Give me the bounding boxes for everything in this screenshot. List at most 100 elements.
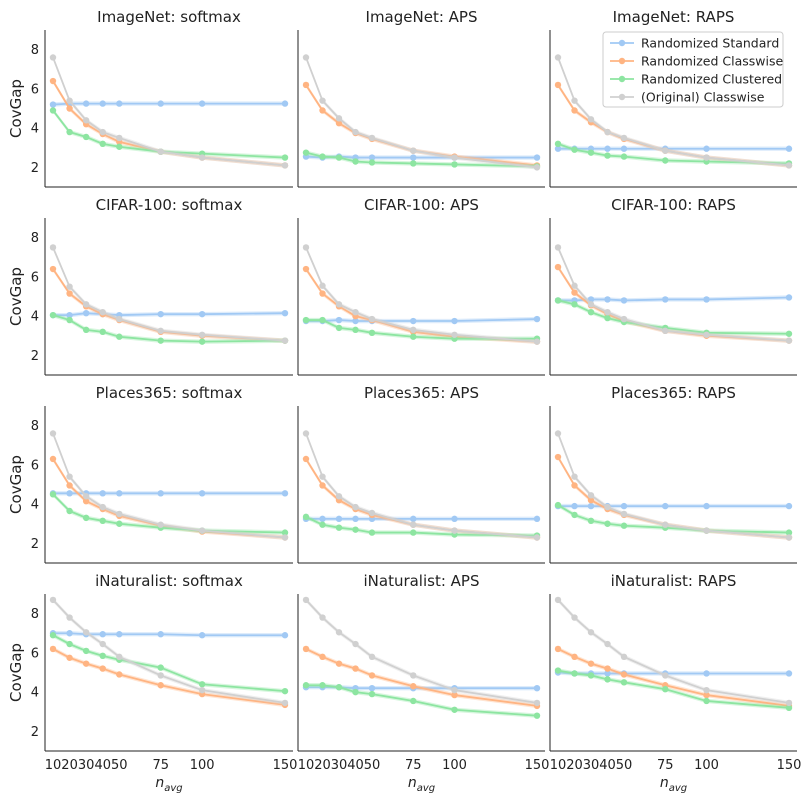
y-tick-label: 2: [31, 349, 39, 364]
data-point: [604, 152, 611, 159]
data-point: [703, 697, 710, 705]
x-tick-label: 75: [657, 758, 674, 773]
series-line: [557, 599, 790, 704]
data-point: [302, 54, 310, 61]
data-point: [99, 128, 106, 136]
data-point: [785, 162, 793, 169]
data-point: [335, 154, 343, 161]
data-point: [66, 316, 73, 324]
data-point: [116, 333, 123, 340]
x-tick-label: 75: [152, 758, 169, 773]
data-point: [368, 690, 376, 698]
data-point: [620, 153, 628, 160]
data-point: [352, 309, 359, 316]
data-point: [352, 503, 359, 511]
confidence-band: [306, 150, 537, 169]
x-tick-label: 40: [599, 758, 616, 773]
data-point: [554, 54, 562, 61]
data-point: [703, 686, 710, 694]
data-point: [662, 685, 669, 693]
data-point: [587, 497, 595, 504]
series-randomized-clustered: [302, 682, 541, 719]
data-point: [335, 120, 343, 127]
data-point: [662, 327, 669, 335]
data-point: [116, 134, 123, 142]
data-point: [604, 503, 611, 511]
series-randomized-clustered: [302, 513, 541, 539]
data-point: [451, 515, 458, 523]
data-point: [352, 158, 359, 165]
data-point: [410, 160, 417, 167]
data-point: [662, 502, 669, 510]
data-point: [368, 653, 376, 660]
data-point: [620, 522, 628, 529]
x-tick-label: 30: [78, 758, 95, 773]
panel-title: iNaturalist: RAPS: [611, 572, 737, 590]
series-original-classwise: [49, 244, 289, 344]
data-point: [703, 296, 710, 303]
series-line: [52, 247, 286, 342]
legend-swatch-marker: [618, 75, 626, 83]
data-point: [335, 660, 343, 667]
series-original-classwise: [554, 596, 793, 707]
data-point: [99, 517, 106, 525]
data-point: [785, 534, 793, 541]
data-point: [410, 521, 417, 528]
series-randomized-standard: [49, 490, 289, 497]
data-point: [157, 664, 164, 671]
legend-frame: [602, 31, 784, 108]
legend-item-randomized-clustered: Randomized Clustered: [610, 72, 782, 87]
data-point: [410, 515, 417, 523]
data-point: [785, 145, 793, 152]
x-tick-label: 100: [190, 758, 215, 773]
data-point: [587, 629, 595, 636]
data-point: [785, 670, 793, 677]
data-point: [587, 517, 595, 525]
x-axis-label-subscript: avg: [669, 783, 687, 794]
data-point: [157, 521, 164, 528]
data-point: [157, 490, 164, 497]
panel-title: ImageNet: RAPS: [613, 8, 735, 26]
data-point: [620, 315, 628, 323]
data-point: [99, 328, 106, 336]
data-point: [49, 596, 57, 604]
data-point: [49, 77, 57, 85]
data-point: [571, 107, 578, 114]
data-point: [66, 290, 73, 297]
data-point: [335, 324, 343, 332]
confidence-band: [53, 633, 285, 694]
data-point: [571, 301, 578, 308]
data-point: [662, 147, 669, 154]
data-point: [335, 515, 343, 523]
data-point: [99, 140, 106, 148]
data-point: [703, 331, 710, 338]
data-point: [571, 282, 578, 289]
data-point: [319, 482, 326, 489]
data-point: [49, 101, 57, 108]
data-point: [554, 501, 562, 509]
panel-places365-softmax: Places365: softmax 2 4 6 8 CovGap: [7, 384, 293, 564]
data-point: [116, 520, 123, 527]
x-tick-label: 100: [442, 758, 467, 773]
data-point: [554, 453, 562, 461]
data-point: [281, 490, 289, 497]
data-point: [82, 497, 90, 505]
data-point: [451, 686, 458, 694]
data-point: [198, 331, 206, 338]
data-point: [587, 672, 595, 679]
data-point: [99, 640, 106, 648]
confidence-band: [53, 55, 285, 168]
panel-imagenet-aps: ImageNet: APS: [297, 8, 545, 188]
series-randomized-clustered: [302, 149, 541, 170]
data-point: [66, 630, 73, 637]
confidence-band: [306, 431, 537, 540]
data-point: [302, 81, 310, 89]
confidence-band: [558, 646, 789, 709]
data-point: [116, 490, 123, 497]
data-point: [157, 682, 164, 689]
data-point: [368, 509, 376, 517]
data-point: [620, 671, 628, 678]
data-point: [533, 154, 541, 161]
x-tick-label: 100: [694, 758, 719, 773]
panel-inaturalist-softmax: iNaturalist: softmax 2 4 6 8 CovGap 10 20 30 40 50…: [7, 572, 297, 794]
